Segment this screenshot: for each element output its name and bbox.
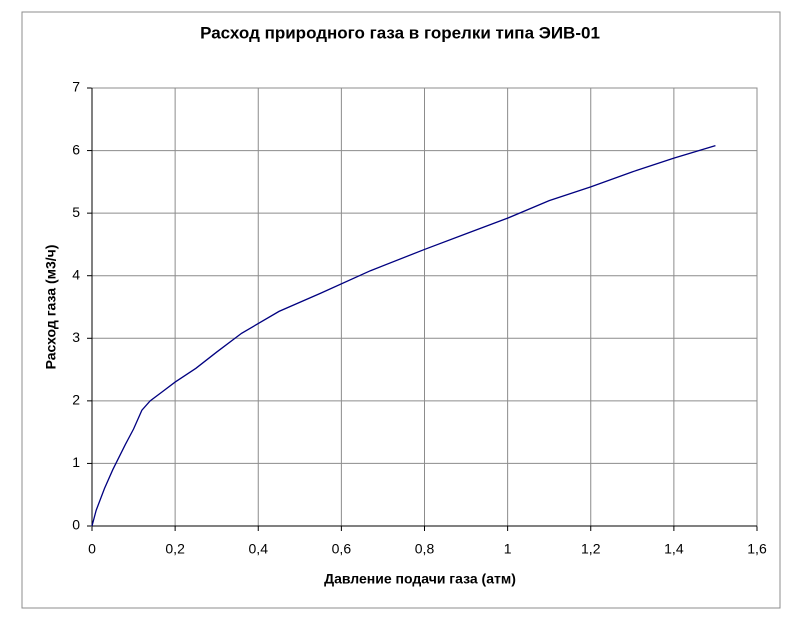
chart-frame [21,11,781,609]
x-tick-label: 0 [88,541,96,557]
x-tick-label: 0,6 [332,541,352,557]
y-tick-label: 7 [72,79,80,95]
x-tick-label: 1 [504,541,512,557]
y-tick-label: 1 [72,454,80,470]
x-tick-label: 0,2 [165,541,185,557]
chart-title: Расход природного газа в горелки типа ЭИ… [200,23,600,42]
y-axis-label: Расход газа (м3/ч) [43,245,59,370]
data-line [91,144,716,527]
y-tick-label: 0 [72,517,80,533]
y-tick-label: 3 [72,329,80,345]
x-tick-label: 1,2 [581,541,601,557]
y-tick-label: 5 [72,204,80,220]
y-tick-label: 2 [72,392,80,408]
x-tick-label: 1,4 [664,541,684,557]
x-tick-label: 0,4 [249,541,269,557]
x-tick-label: 0,8 [415,541,435,557]
y-tick-label: 4 [72,266,80,282]
x-tick-label: 1,6 [747,541,767,557]
x-axis-label: Давление подачи газа (атм) [324,571,516,587]
y-tick-label: 6 [72,141,80,157]
